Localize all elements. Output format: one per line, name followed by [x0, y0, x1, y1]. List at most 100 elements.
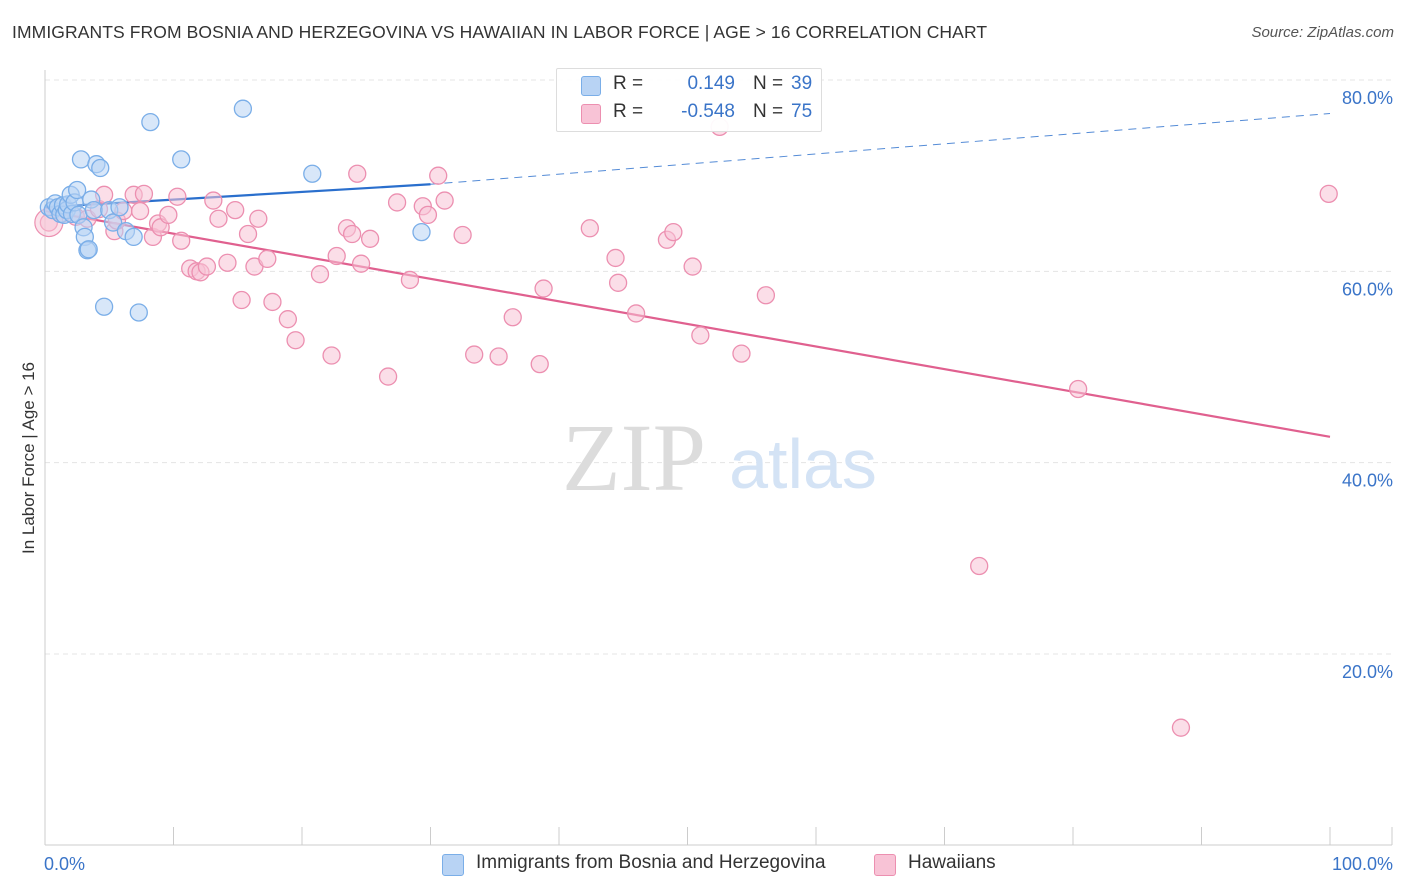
hawaiians-point — [322, 346, 341, 365]
hawaiians-point — [204, 191, 223, 210]
legend-r-label: R = — [613, 101, 644, 122]
hawaiians-point — [534, 279, 553, 298]
watermark-zip: ZIP — [562, 404, 706, 511]
bosnia-point — [94, 297, 114, 316]
bosnia-point — [91, 158, 110, 178]
legend-r-value: 0.149 — [687, 73, 735, 94]
chart-title: IMMIGRANTS FROM BOSNIA AND HERZEGOVINA V… — [12, 22, 988, 42]
hawaiians-point — [238, 224, 258, 244]
gridlines — [45, 79, 1392, 655]
legend-r-value: -0.548 — [681, 101, 735, 122]
trend-line-hawaiians — [44, 209, 1331, 438]
stats-legend: R = 0.149 N = 39 R = -0.548 N = 75 — [556, 68, 822, 132]
hawaiians-point — [159, 205, 178, 225]
hawaiians-point — [249, 209, 268, 228]
legend-n-label: N = — [753, 73, 784, 94]
hawaiians-point — [351, 254, 371, 273]
legend-n-value: 75 — [791, 101, 813, 122]
hawaiians-point — [626, 304, 646, 323]
hawaiians-point — [172, 231, 191, 250]
hawaiians-point — [134, 184, 154, 203]
hawaiians-point — [327, 246, 346, 266]
legend-swatch-pink — [874, 854, 896, 876]
legend-swatch-blue — [442, 854, 464, 876]
hawaiians-point — [197, 257, 217, 276]
y-tick-label: 60.0% — [1342, 279, 1393, 299]
bosnia-point — [124, 227, 143, 247]
bosnia-point — [233, 99, 253, 118]
hawaiians-point — [209, 209, 228, 228]
y-axis-label: In Labor Force | Age > 16 — [19, 362, 38, 554]
hawaiians-point — [400, 270, 420, 290]
bosnia-point — [303, 164, 322, 183]
series-legend: Immigrants from Bosnia and Herzegovina H… — [0, 848, 1406, 880]
hawaiians-point — [263, 292, 282, 312]
x-tick-labels: 0.0% 100.0% — [44, 854, 1393, 874]
hawaiians-point — [232, 290, 251, 310]
hawaiians-point — [342, 224, 362, 244]
bosnia-point — [79, 240, 98, 259]
trend-line-bosnia-extension — [430, 112, 1331, 185]
bosnia-point — [67, 180, 87, 200]
hawaiians-point — [1319, 184, 1338, 203]
bosnia-point — [172, 150, 191, 169]
trend-lines — [44, 112, 1331, 438]
legend-n-value: 39 — [791, 73, 813, 94]
bosnia-point — [71, 150, 91, 169]
hawaiians-point — [683, 257, 702, 276]
hawaiians-point — [1068, 379, 1088, 399]
hawaiians-point — [489, 347, 508, 366]
bosnia-point — [141, 112, 160, 132]
hawaiians-point — [1171, 718, 1191, 737]
legend-n-label: N = — [753, 101, 784, 122]
y-tick-label: 40.0% — [1342, 471, 1393, 491]
hawaiians-point — [970, 556, 989, 576]
hawaiians-point — [168, 187, 187, 206]
hawaiians-point — [387, 193, 407, 212]
hawaiians-point — [606, 248, 625, 268]
legend-r-label: R = — [613, 73, 644, 94]
bosnia-point — [412, 222, 431, 242]
hawaiians-point — [258, 249, 277, 269]
hawaiians-point — [286, 331, 305, 350]
hawaiians-point — [530, 354, 549, 374]
watermark-atlas: atlas — [729, 425, 877, 503]
bosnia-point — [129, 303, 148, 322]
legend-label-hawaiians: Hawaiians — [908, 852, 996, 873]
hawaiians-point — [664, 222, 683, 242]
hawaiians-point — [360, 229, 380, 248]
hawaiians-point — [429, 166, 448, 185]
legend-swatch-blue — [581, 76, 601, 96]
hawaiians-point — [435, 191, 454, 210]
hawaiians-point — [130, 201, 150, 221]
hawaiians-point — [310, 265, 330, 284]
legend-label-bosnia: Immigrants from Bosnia and Herzegovina — [476, 852, 826, 873]
hawaiians-point — [503, 308, 522, 327]
x-tick-label: 0.0% — [44, 854, 85, 874]
hawaiians-point — [732, 344, 751, 363]
y-tick-label: 80.0% — [1342, 88, 1393, 108]
source-label: Source: ZipAtlas.com — [1251, 24, 1394, 41]
y-tick-labels: 20.0% 40.0% 60.0% 80.0% — [1342, 88, 1393, 682]
bosnia-points — [39, 99, 431, 322]
watermark: ZIP atlas — [562, 404, 877, 511]
hawaiians-point — [218, 253, 237, 272]
hawaiians-point — [756, 286, 776, 305]
bosnia-point — [110, 198, 129, 217]
hawaiians-point — [348, 164, 367, 183]
hawaiians-point — [608, 273, 628, 292]
hawaiians-point — [580, 219, 599, 238]
hawaiians-point — [465, 345, 484, 364]
y-tick-label: 20.0% — [1342, 662, 1393, 682]
hawaiians-point — [691, 326, 710, 345]
hawaiians-point — [278, 310, 298, 329]
bosnia-point — [103, 213, 123, 232]
hawaiians-point — [226, 200, 245, 220]
hawaiians-point — [378, 367, 398, 386]
bosnia-point — [84, 200, 103, 220]
hawaiians-point — [418, 205, 438, 225]
hawaiians-point — [453, 225, 472, 245]
legend-swatch-pink — [581, 104, 601, 124]
x-tick-label: 100.0% — [1332, 854, 1393, 874]
